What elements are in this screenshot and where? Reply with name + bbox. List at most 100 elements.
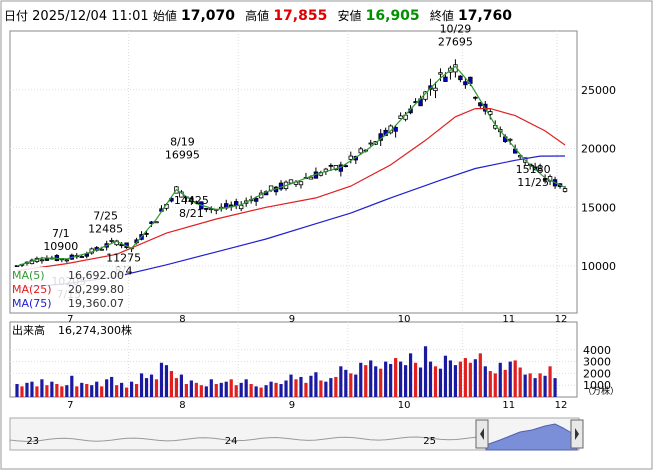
candle-body <box>144 232 149 235</box>
annotation-date: 11/25 <box>517 176 549 189</box>
volume-bar <box>90 385 94 397</box>
quote-header: 日付 2025/12/04 11:01 始値 17,070 高値 17,855 … <box>4 7 512 24</box>
open-label: 始値 <box>152 9 177 23</box>
navigator-left-handle[interactable] <box>475 419 489 449</box>
ma25-line <box>16 108 566 272</box>
volume-bar <box>244 379 248 397</box>
volume-bar <box>229 379 233 397</box>
candle-body <box>64 259 70 262</box>
volume-bar <box>354 374 358 397</box>
volume-bar <box>105 379 109 397</box>
volume-bar <box>209 379 213 397</box>
volume-bar <box>60 386 64 397</box>
volume-bar <box>413 362 418 397</box>
volume-bar <box>144 378 149 397</box>
volume-bar <box>314 372 318 397</box>
volume-bar <box>115 385 119 397</box>
candle-body <box>508 138 513 141</box>
volume-bar <box>100 386 104 397</box>
volume-bar <box>129 381 134 397</box>
high-value: 17,855 <box>273 8 328 24</box>
volume-bar <box>289 374 293 397</box>
volume-bar <box>204 386 208 397</box>
navigator-right-handle[interactable] <box>570 419 584 449</box>
annotation-value: 15180 <box>516 163 551 176</box>
volume-x-month-label: 9 <box>289 400 295 411</box>
volume-bar <box>184 384 188 397</box>
volume-tick-label: 3000 <box>583 356 611 369</box>
candle-body <box>39 259 45 262</box>
candle-body <box>562 188 568 192</box>
volume-bar <box>399 361 403 397</box>
volume-bar <box>453 365 458 397</box>
ma-legend-name: MA(5) <box>12 269 45 282</box>
volume-bar <box>488 371 492 397</box>
volume-bar <box>309 375 313 397</box>
y-tick-label: 10000 <box>581 260 616 273</box>
navigator-year-label: 24 <box>225 436 238 447</box>
volume-x-month-label: 10 <box>398 400 411 411</box>
volume-bar <box>20 386 24 397</box>
volume-bar <box>279 384 283 397</box>
candle-body <box>458 75 463 81</box>
chevron-right-icon <box>575 428 579 440</box>
volume-bar <box>443 355 448 397</box>
candle-body <box>343 165 349 168</box>
volume-bar <box>408 353 413 397</box>
volume-bar <box>418 367 423 397</box>
volume-bar <box>224 381 228 397</box>
candle-body <box>99 248 104 251</box>
volume-bar <box>428 361 433 397</box>
volume-bar <box>478 353 482 397</box>
annotation-date: 8/21 <box>179 207 204 220</box>
annotation-date: 8/19 <box>170 136 195 149</box>
candle-body <box>368 142 373 145</box>
x-month-label: 10 <box>398 314 411 325</box>
annotation-value: 11275 <box>106 252 141 265</box>
x-month-label: 7 <box>67 314 73 325</box>
candle-body <box>358 148 363 154</box>
candle-body <box>348 155 353 160</box>
volume-x-month-label: 12 <box>555 400 568 411</box>
volume-bar <box>518 367 522 397</box>
volume-bar <box>189 380 193 397</box>
volume-bar <box>294 379 298 397</box>
volume-bar <box>359 362 363 397</box>
volume-bar <box>264 385 268 397</box>
annotation-value: 27695 <box>438 35 473 48</box>
volume-bar <box>179 374 184 397</box>
volume-bar <box>533 378 537 397</box>
volume-tick-label: 4000 <box>583 344 611 357</box>
volume-bar <box>389 363 393 397</box>
candle-body <box>298 181 304 186</box>
volume-bar <box>80 382 84 397</box>
volume-bar <box>364 365 368 397</box>
candle-body <box>79 256 84 258</box>
volume-bar <box>344 369 348 397</box>
volume-bar <box>379 368 383 397</box>
volume-bar <box>65 385 69 397</box>
volume-bar <box>95 381 99 397</box>
candle-body <box>109 240 114 242</box>
volume-bar <box>319 380 323 397</box>
volume-tick-label: 1000 <box>583 379 611 392</box>
candle-body <box>438 72 443 75</box>
volume-bar <box>448 360 453 397</box>
candle-body <box>204 207 209 210</box>
volume-panel-frame <box>9 321 578 398</box>
volume-x-month-label: 11 <box>502 400 515 411</box>
volume-bar <box>259 387 263 397</box>
volume-x-month-label: 7 <box>67 400 73 411</box>
volume-bar <box>15 384 19 397</box>
candle-body <box>443 76 448 82</box>
low-value: 16,905 <box>365 8 420 24</box>
volume-bar <box>149 374 154 397</box>
volume-bar <box>154 379 159 397</box>
ma-legend-value: 16,692.00 <box>68 269 124 282</box>
candle-body <box>393 126 398 132</box>
ma5-line <box>16 65 566 267</box>
volume-bar <box>239 382 243 397</box>
candle-body <box>433 87 438 92</box>
volume-bar <box>339 366 343 397</box>
